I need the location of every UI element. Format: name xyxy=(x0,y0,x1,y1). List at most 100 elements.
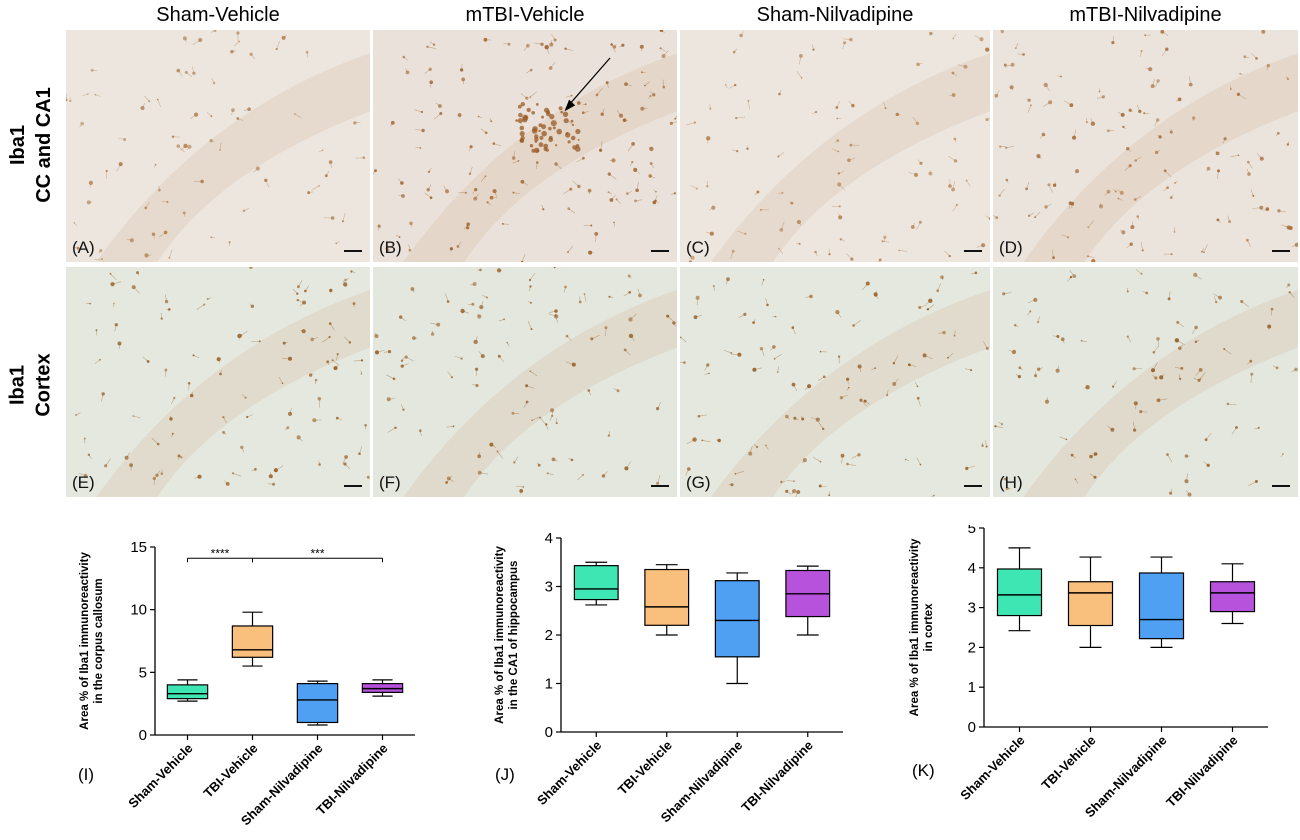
activated-microglia xyxy=(568,140,571,143)
box-sham-vehicle xyxy=(997,569,1041,616)
activated-microglia xyxy=(563,112,568,117)
activated-microglia xyxy=(541,124,546,129)
activated-microglia xyxy=(518,113,523,118)
micrograph-panel-a: (A) xyxy=(66,30,370,262)
column-title-mtbi-nilvadipine: mTBI-Nilvadipine xyxy=(993,2,1298,28)
microglia-cell xyxy=(1044,83,1048,87)
microglia-cell xyxy=(923,353,927,357)
microglia-cell xyxy=(1033,298,1037,302)
microglia-cell xyxy=(919,221,922,224)
microglia-cell xyxy=(89,181,93,185)
activated-microglia xyxy=(536,103,539,106)
micrograph-texture xyxy=(373,30,677,262)
micrograph-texture xyxy=(680,30,990,262)
microglia-cell xyxy=(1151,368,1155,372)
microglia-cell xyxy=(1136,215,1139,218)
microglia-cell xyxy=(1266,207,1270,211)
microglia-cell xyxy=(297,285,300,288)
micrograph-panel-h: (H) xyxy=(993,267,1298,497)
micrograph-panel-e: (E) xyxy=(66,267,370,497)
microglia-cell xyxy=(489,443,493,447)
activated-microglia xyxy=(521,102,525,106)
activated-microglia xyxy=(566,132,569,135)
y-axis-label: Area % of Iba1 immunoreactivity xyxy=(494,546,506,724)
activated-microglia xyxy=(555,144,557,146)
x-tick-label: TBI-Nilvadipine xyxy=(738,738,816,816)
x-tick-label: TBI-Nilvadipine xyxy=(313,741,391,819)
microglia-cell xyxy=(460,309,464,313)
microglia-cell xyxy=(1129,109,1132,112)
box-sham-nilvadipine xyxy=(1139,573,1183,639)
panel-letter: (A) xyxy=(72,238,95,258)
activated-microglia xyxy=(551,120,557,126)
microglia-cell xyxy=(1138,110,1141,113)
microglia-cell xyxy=(739,34,743,38)
y-tick-label: 2 xyxy=(968,639,976,656)
activated-microglia xyxy=(538,130,540,132)
microglia-cell xyxy=(525,384,528,387)
microglia-cell xyxy=(1195,341,1197,343)
microglia-cell xyxy=(1151,84,1155,88)
microglia-cell xyxy=(1070,103,1074,107)
activated-microglia xyxy=(571,136,576,141)
scale-bar xyxy=(964,485,982,487)
box-sham-vehicle xyxy=(574,566,618,600)
microglia-cell xyxy=(582,157,585,160)
column-title-sham-vehicle: Sham-Vehicle xyxy=(66,2,370,28)
y-tick-label: 4 xyxy=(968,560,976,577)
panel-letter: (E) xyxy=(72,473,95,493)
row-label-line2: Cortex xyxy=(31,353,57,416)
activated-microglia xyxy=(578,139,580,141)
y-tick-label: 0 xyxy=(545,724,553,741)
y-axis-label: Area % of Iba1 immunoreactivity xyxy=(79,552,91,730)
box-tbi-vehicle xyxy=(645,570,689,626)
microglia-cell xyxy=(656,407,659,410)
x-tick-label: TBI-Vehicle xyxy=(615,738,675,798)
microglia-cell xyxy=(1047,183,1050,186)
micrograph-panel-b: (B) xyxy=(373,30,677,262)
microglia-cell xyxy=(246,416,248,418)
x-tick-label: TBI-Nilvadipine xyxy=(1163,733,1241,811)
y-tick-label: 1 xyxy=(545,676,553,693)
activated-microglia xyxy=(577,101,581,105)
microglia-cell xyxy=(590,337,593,340)
microglia-cell xyxy=(479,305,483,309)
micrograph-panel-f: (F) xyxy=(373,267,677,497)
activated-microglia xyxy=(539,136,543,140)
micrograph-texture xyxy=(993,267,1298,497)
chart-letter: (K) xyxy=(912,761,935,781)
microglia-cell xyxy=(936,289,939,292)
microglia-cell xyxy=(838,172,840,174)
microglia-cell xyxy=(473,197,477,201)
microglia-cell xyxy=(474,340,478,344)
activated-microglia xyxy=(520,139,524,143)
microglia-cell xyxy=(1085,385,1089,389)
activated-microglia xyxy=(544,108,549,113)
activated-microglia xyxy=(556,129,562,135)
y-tick-label: 15 xyxy=(130,539,147,556)
activated-microglia xyxy=(520,126,525,131)
activated-microglia xyxy=(534,137,538,141)
microglia-cell xyxy=(874,292,878,296)
activated-microglia xyxy=(531,111,535,115)
microglia-cell xyxy=(1006,179,1009,182)
microglia-cell xyxy=(80,122,84,126)
activated-microglia xyxy=(575,129,580,134)
microglia-cell xyxy=(1134,198,1137,201)
microglia-cell xyxy=(183,36,187,40)
microglia-cell xyxy=(710,232,714,236)
activated-microglia xyxy=(560,111,563,114)
panel-letter: (C) xyxy=(686,238,710,258)
row-label-line2: CC and CA1 xyxy=(31,87,57,203)
microglia-cell xyxy=(696,188,698,190)
microglia-cell xyxy=(1056,369,1060,373)
y-tick-label: 3 xyxy=(545,579,553,596)
microglia-cell xyxy=(326,360,329,363)
activated-microglia xyxy=(548,137,553,142)
panel-letter: (B) xyxy=(379,238,402,258)
chart-letter: (J) xyxy=(495,765,515,785)
